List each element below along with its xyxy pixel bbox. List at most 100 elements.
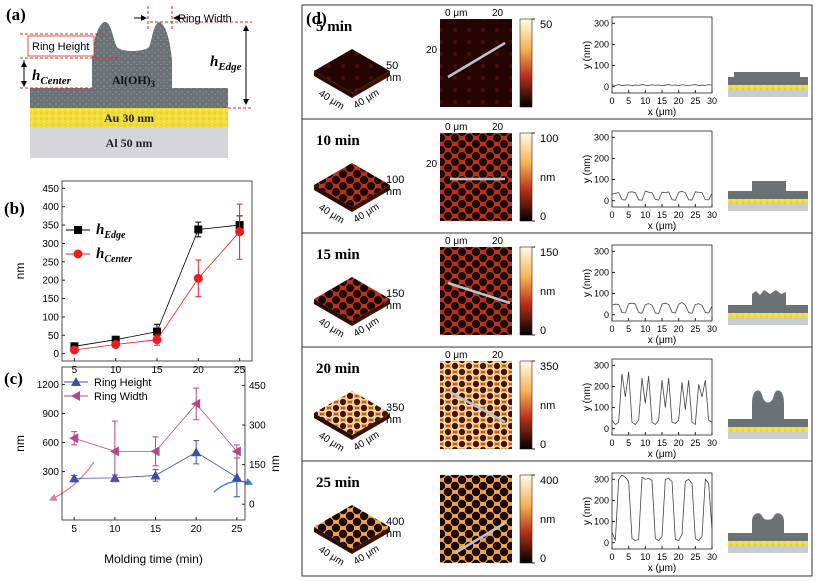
y-tick-label: 100 [594, 289, 609, 299]
x-tick-label: 25 [690, 210, 700, 220]
scan-line [454, 521, 506, 555]
x-axis-label: x (μm) [648, 107, 677, 118]
layer-ring [752, 181, 786, 191]
colorbar-tick-label: 100 [540, 133, 558, 145]
scan-label: 0 μm [445, 8, 467, 19]
data-line [611, 84, 713, 87]
x-axis-label: x (μm) [648, 563, 677, 574]
x-tick-label: 10 [640, 552, 650, 562]
x-axis-label: x (μm) [648, 449, 677, 460]
aloh-label: Al(OH)3 [112, 73, 156, 89]
y-tick-label: 0 [604, 310, 609, 320]
colorbar [519, 246, 533, 336]
aloh-layer [30, 21, 228, 108]
y-axis-label: y (nm) [582, 383, 593, 411]
y-tick-label: 450 [42, 184, 59, 195]
x-tick-label: 5 [626, 552, 631, 562]
x-tick-label: 15 [657, 210, 667, 220]
y-axis-label: y (nm) [582, 269, 593, 297]
z-label: 100 [386, 174, 404, 186]
y-tick-label: 50 [48, 331, 60, 342]
scan-label: 20 [492, 122, 504, 133]
x-tick-label: 20 [674, 210, 684, 220]
z-label: 150 [386, 288, 404, 300]
afm-3d-side [352, 299, 390, 326]
x-tick-label: 25 [690, 324, 700, 334]
time-label: 15 min [316, 247, 360, 263]
y-tick-label: 100 [42, 312, 59, 323]
afm-3d-surface [314, 505, 390, 549]
scan-label: 0 μm [445, 236, 467, 247]
x-axis-label: x (μm) [648, 221, 677, 232]
arrows [21, 15, 249, 105]
schematic: Ring Height Ring Width hCenter hEdge Al(… [20, 6, 252, 158]
colorbar-label: nm [540, 286, 555, 298]
time-label: 5 min [316, 19, 353, 35]
y2-tick-label: 450 [249, 381, 266, 392]
panel-frame [301, 4, 813, 577]
y-tick-label: 300 [594, 360, 609, 370]
x-tick-label: 0 [609, 438, 614, 448]
y2-tick-label: 300 [249, 421, 266, 432]
x-tick-label: 0 [609, 324, 614, 334]
x-tick-label: 5 [72, 365, 78, 376]
guides [20, 6, 252, 109]
colorbar [519, 18, 533, 108]
colorbar-tick-label: 150 [540, 247, 558, 259]
z-label: nm [386, 300, 401, 312]
colorbar-tick-label: 350 [540, 361, 558, 373]
x-tick-label: 20 [674, 552, 684, 562]
colorbar-tick-label: 400 [540, 475, 558, 487]
x-tick-label: 0 [609, 552, 614, 562]
legend-sub: Edge [103, 230, 126, 241]
x-tick-label: 10 [110, 365, 122, 376]
data-line [611, 301, 713, 314]
afm-image [440, 133, 512, 221]
scan-label: 20 [426, 159, 438, 170]
y-tick-label: 300 [594, 474, 609, 484]
main: Al(OH) [112, 73, 151, 87]
marker [109, 446, 119, 457]
colorbar-label: nm [540, 172, 555, 184]
x-tick-label: 25 [690, 552, 700, 562]
y2-tick-label: 0 [249, 500, 255, 511]
layer-ring [752, 390, 784, 419]
colorbar-tick-label: 0 [540, 325, 546, 337]
z-label: nm [386, 186, 401, 198]
y-tick-label: 200 [594, 496, 609, 506]
x-tick-label: 15 [657, 552, 667, 562]
plot-frame [611, 244, 713, 322]
x-tick-label: 20 [193, 365, 205, 376]
plot-frame [611, 16, 713, 94]
scan-label: 20 [426, 45, 438, 56]
scan-line [449, 390, 506, 424]
panel-label: (b) [4, 199, 25, 218]
marker [152, 335, 162, 345]
x-axis-label: x (μm) [648, 335, 677, 346]
x-tick-label: 10 [109, 524, 121, 535]
axis-pointer [213, 477, 254, 493]
sub: 3 [151, 79, 156, 89]
layer-al [728, 432, 808, 439]
al-label: Al 50 nm [106, 136, 153, 150]
y-tick-label: 150 [42, 294, 59, 305]
z-label: nm [386, 528, 401, 540]
z-label: 350 [386, 402, 404, 414]
x-tick-label: 20 [674, 438, 684, 448]
marker [153, 327, 161, 336]
layer-aloh [728, 305, 808, 313]
scan-label: 20 [492, 350, 504, 361]
time-label: 20 min [316, 361, 360, 377]
sub: Edge [217, 61, 241, 73]
legend-label: Ring Height [94, 377, 151, 389]
layer-au [728, 199, 808, 204]
y-tick-label: 300 [594, 132, 609, 142]
y-tick-label: 100 [594, 403, 609, 413]
sub: Center [40, 75, 71, 87]
y-tick-label: 250 [42, 257, 59, 268]
y-axis-label: nm [13, 263, 27, 280]
y-tick-label: 200 [42, 276, 59, 287]
layer-aloh [728, 419, 808, 427]
marker [69, 345, 79, 355]
au-layer [30, 108, 228, 128]
